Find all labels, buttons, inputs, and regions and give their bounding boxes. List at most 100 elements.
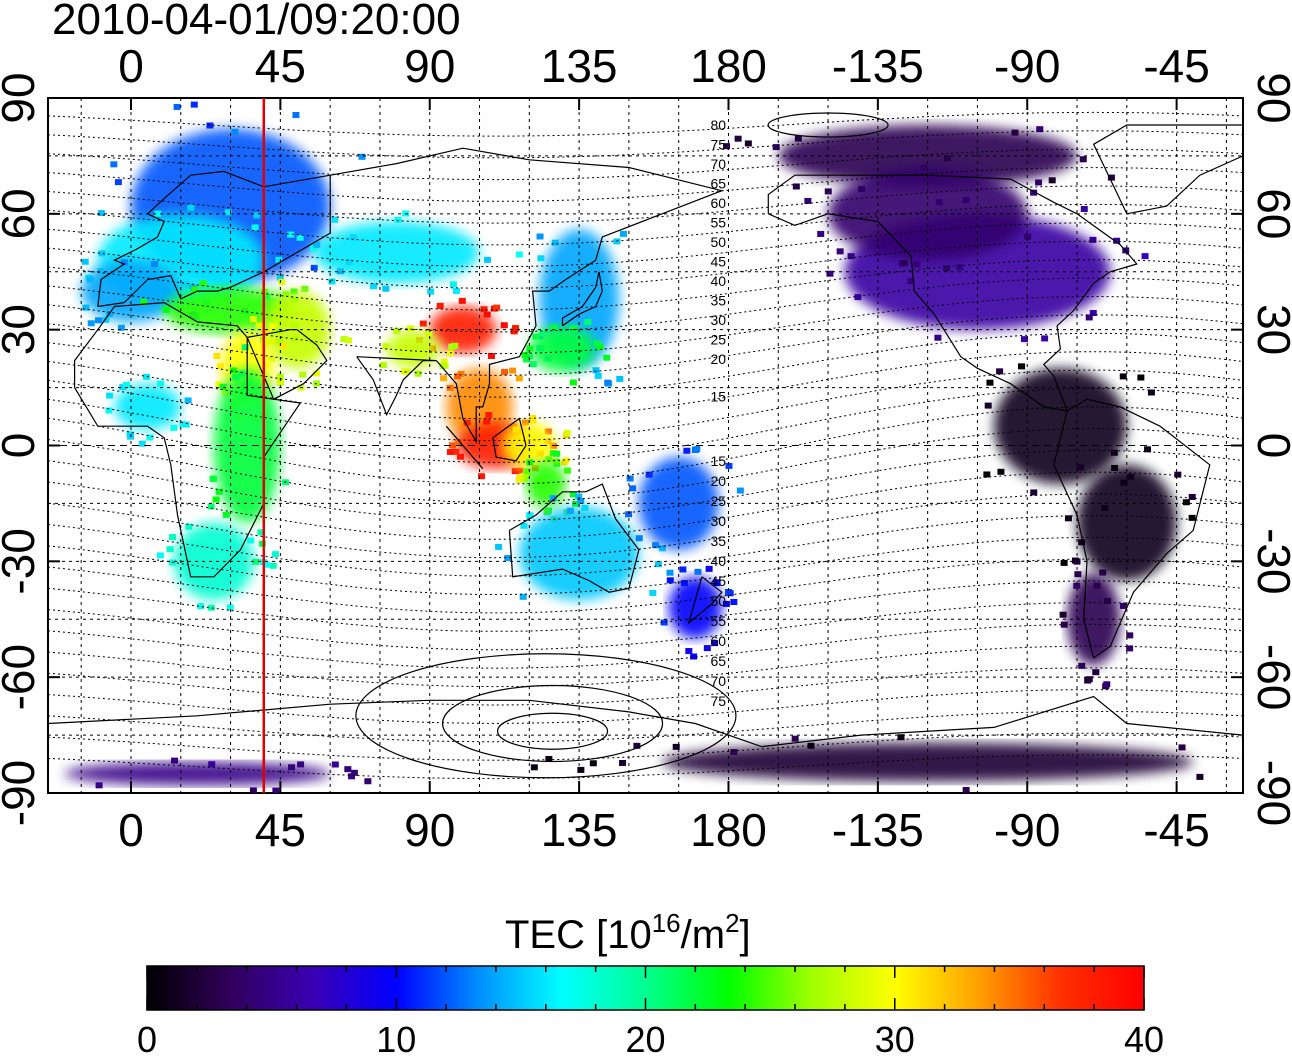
tec-pixel — [730, 749, 738, 756]
x-top-tick-label: 90 — [404, 40, 455, 92]
tec-pixel — [199, 280, 207, 287]
tec-pixel — [379, 362, 387, 369]
tec-blob-9 — [313, 221, 480, 284]
tec-pixel — [480, 306, 488, 313]
colorbar-ticks — [146, 966, 1145, 1010]
x-bottom-tick-label: 135 — [541, 804, 618, 856]
tec-pixel — [736, 487, 744, 494]
contour-labels: 80 75 70 65 60 55 50 45 40 35 30 25 20 15 15 20 25 30 35 40… — [710, 117, 726, 709]
contour-label-south: 60 — [710, 633, 726, 649]
tec-pixel — [414, 370, 422, 377]
contour-line — [48, 387, 1243, 463]
tec-pixel — [151, 261, 159, 268]
tec-pixel — [519, 593, 527, 600]
tec-pixel — [526, 459, 534, 466]
magnetic-contours — [48, 111, 1243, 780]
tec-pixel — [723, 143, 731, 150]
tec-pixel — [509, 367, 517, 374]
colorbar-tick-label: 20 — [625, 1019, 665, 1057]
coastline-2 — [246, 329, 328, 400]
tec-pixel — [1103, 681, 1111, 688]
tec-pixel — [207, 503, 215, 510]
tec-pixel — [448, 442, 456, 449]
tec-pixel — [654, 561, 662, 568]
tec-pixel — [703, 645, 711, 652]
tec-pixel — [296, 234, 304, 241]
tec-pixel — [913, 261, 921, 268]
tec-pixel — [458, 297, 466, 304]
tec-pixel — [1018, 363, 1026, 370]
contour-label-north: 40 — [710, 273, 726, 289]
tec-pixel — [730, 598, 738, 605]
tec-pixel — [255, 322, 263, 329]
contour-label-south: 30 — [710, 513, 726, 529]
tec-pixel — [253, 212, 261, 219]
tec-pixel — [584, 319, 592, 326]
tec-pixel — [328, 278, 336, 285]
x-bottom-tick-label: 45 — [255, 804, 306, 856]
tec-pixel — [157, 380, 165, 387]
tec-pixel — [313, 241, 321, 248]
tec-pixel — [1024, 233, 1032, 240]
tec-pixel — [526, 345, 534, 352]
y-left-tick-label: 0 — [0, 433, 44, 459]
tec-pixel — [625, 511, 633, 518]
tec-pixel — [425, 330, 433, 337]
tec-pixel — [310, 245, 318, 252]
tec-pixel — [570, 325, 578, 332]
tec-pixel — [452, 448, 460, 455]
tec-pixel — [619, 759, 627, 766]
tec-pixel — [191, 286, 199, 293]
tec-pixel — [1126, 632, 1134, 639]
tec-pixel — [215, 488, 223, 495]
tec-pixel — [569, 379, 577, 386]
tec-pixel — [1085, 314, 1093, 321]
y-right-tick-label: 60 — [1248, 188, 1292, 239]
tec-pixel — [569, 491, 577, 498]
x-bottom-tick-label: 90 — [404, 804, 455, 856]
tec-pixel — [156, 552, 164, 559]
axis-ticks — [48, 97, 1243, 794]
tec-pixel — [299, 371, 307, 378]
tec-pixel — [523, 468, 531, 475]
tec-pixel — [711, 640, 719, 647]
tec-pixel — [734, 135, 742, 142]
contour-label-north: 70 — [710, 156, 726, 172]
contour-line — [48, 602, 1243, 651]
y-left-tick-label: 60 — [0, 188, 44, 239]
x-top-tick-label: -135 — [832, 40, 924, 92]
tec-pixel — [934, 334, 942, 341]
tec-pixel — [209, 475, 217, 482]
coastline-13 — [48, 695, 1243, 748]
tec-pixel — [446, 350, 454, 357]
tec-pixel — [288, 764, 296, 771]
contour-label-north: 60 — [710, 195, 726, 211]
tec-pixel — [106, 392, 114, 399]
tec-pixel — [854, 294, 862, 301]
tec-pixel — [530, 764, 538, 771]
x-bottom-tick-label: 0 — [118, 804, 144, 856]
tec-pixel — [232, 374, 240, 381]
tec-pixel — [86, 276, 94, 283]
tec-pixel — [1020, 336, 1028, 343]
contour-label-south: 45 — [710, 573, 726, 589]
tec-pixel — [105, 407, 113, 414]
tec-pixel — [516, 467, 524, 474]
tec-pixel — [1099, 569, 1107, 576]
tec-pixel — [551, 239, 559, 246]
contour-line — [48, 259, 1243, 311]
tec-pixel — [629, 485, 637, 492]
colorbar-tick-label: 10 — [376, 1019, 416, 1057]
tec-pixel — [560, 459, 568, 466]
tec-pixel — [382, 343, 390, 350]
tec-pixel — [344, 337, 352, 344]
tec-pixel — [996, 368, 1004, 375]
tec-pixel — [619, 230, 627, 237]
tec-pixel — [1092, 669, 1100, 676]
tec-pixel — [87, 320, 95, 327]
tec-pixel — [1147, 389, 1155, 396]
tec-pixel — [81, 258, 89, 265]
tec-pixel — [1107, 174, 1115, 181]
tec-pixel — [1030, 489, 1038, 496]
tec-pixel — [483, 418, 491, 425]
